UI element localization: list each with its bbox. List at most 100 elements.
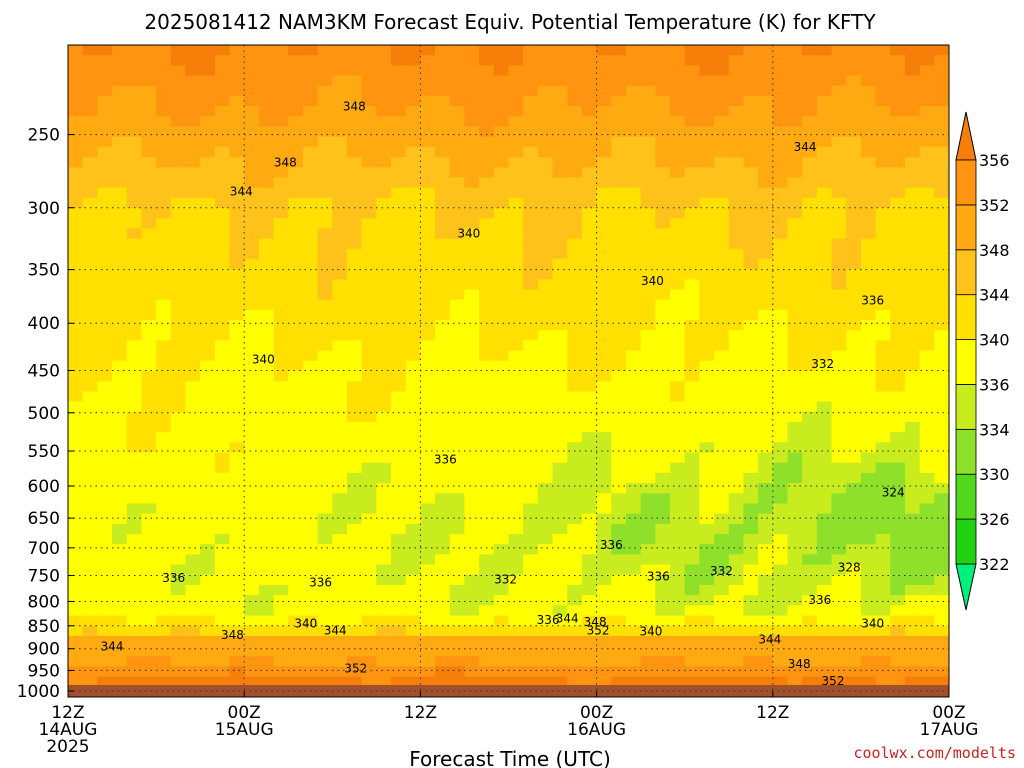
colorbar-tick-label: 326	[979, 510, 1010, 529]
heat-cell	[611, 472, 627, 484]
heat-cell	[508, 299, 524, 311]
heat-cell	[611, 595, 627, 606]
contour-label: 344	[230, 184, 253, 198]
heat-cell	[376, 157, 392, 168]
heat-cell	[640, 187, 656, 199]
y-tick-label: 950	[28, 661, 60, 681]
heat-cell	[728, 564, 745, 576]
heat-cell	[244, 391, 260, 403]
heat-cell	[860, 75, 877, 87]
heat-cell	[860, 656, 877, 668]
heat-cell	[875, 656, 891, 668]
heat-cell	[185, 340, 201, 352]
heat-cell	[581, 635, 598, 647]
heat-cell	[97, 258, 113, 270]
heat-cell	[391, 411, 407, 423]
heat-cell	[435, 605, 451, 617]
heat-cell	[699, 401, 715, 413]
heat-cell	[552, 116, 568, 128]
heat-cell	[567, 462, 583, 474]
heat-cell	[97, 269, 113, 280]
heat-cell	[567, 228, 583, 240]
heat-cell	[435, 238, 451, 250]
heat-cell	[787, 85, 803, 97]
heat-cell	[479, 320, 495, 331]
heat-cell	[449, 157, 466, 168]
heat-cell	[464, 65, 480, 77]
heat-cell	[552, 411, 568, 423]
heat-cell	[816, 45, 833, 56]
heat-cell	[288, 340, 304, 352]
heat-cell	[82, 534, 98, 545]
heat-cell	[831, 289, 847, 301]
heat-cell	[126, 218, 143, 229]
heat-cell	[802, 116, 818, 128]
heat-cell	[464, 45, 480, 56]
heat-cell	[919, 279, 935, 291]
heat-cell	[875, 258, 891, 270]
heat-cell	[537, 248, 554, 260]
heat-cell	[361, 432, 377, 443]
heat-cell	[82, 513, 98, 525]
heat-cell	[141, 503, 157, 515]
heat-cell	[846, 330, 862, 342]
heat-cell	[229, 513, 245, 525]
heat-cell	[214, 136, 231, 148]
heat-cell	[141, 381, 157, 392]
heat-cell	[288, 187, 304, 199]
heat-cell	[214, 503, 231, 515]
heat-cell	[420, 625, 436, 637]
heat-cell	[596, 95, 612, 107]
heat-cell	[332, 65, 348, 77]
heat-cell	[552, 432, 568, 443]
heat-cell	[508, 493, 524, 505]
heat-cell	[391, 269, 407, 280]
heat-cell	[890, 574, 906, 586]
heat-cell	[728, 299, 745, 311]
heat-cell	[200, 584, 216, 596]
heat-cell	[860, 605, 877, 617]
heat-cell	[758, 452, 774, 464]
heat-cell	[141, 197, 157, 209]
heat-cell	[435, 554, 451, 566]
heat-cell	[420, 564, 436, 576]
heat-cell	[288, 371, 304, 382]
heat-cell	[640, 554, 656, 566]
heat-cell	[772, 371, 789, 382]
heat-cell	[229, 493, 245, 505]
heat-cell	[449, 381, 466, 392]
heat-cell	[317, 85, 333, 97]
heat-cell	[772, 106, 789, 117]
heat-cell	[699, 167, 715, 179]
heat-cell	[655, 584, 671, 596]
heat-cell	[229, 523, 245, 535]
heat-cell	[758, 258, 774, 270]
heat-cell	[625, 228, 642, 240]
heat-cell	[670, 146, 686, 158]
heat-cell	[479, 330, 495, 342]
heat-cell	[904, 656, 921, 668]
heat-cell	[405, 136, 421, 148]
heat-cell	[699, 269, 715, 280]
heat-cell	[449, 238, 466, 250]
heat-cell	[126, 177, 143, 189]
heat-cell	[625, 248, 642, 260]
heat-cell	[552, 330, 568, 342]
heat-cell	[391, 676, 407, 688]
heat-cell	[229, 544, 245, 555]
heat-cell	[170, 615, 187, 627]
heat-cell	[449, 187, 466, 199]
heat-cell	[787, 309, 803, 321]
heat-cell	[802, 493, 818, 505]
heat-cell	[376, 411, 392, 423]
heat-cell	[214, 45, 231, 56]
heat-cell	[816, 238, 833, 250]
heat-cell	[449, 615, 466, 627]
heat-cell	[684, 116, 700, 128]
heat-cell	[816, 279, 833, 291]
heat-cell	[288, 279, 304, 291]
heat-cell	[919, 554, 935, 566]
heat-cell	[699, 605, 715, 617]
heat-cell	[846, 503, 862, 515]
heat-cell	[625, 432, 642, 443]
